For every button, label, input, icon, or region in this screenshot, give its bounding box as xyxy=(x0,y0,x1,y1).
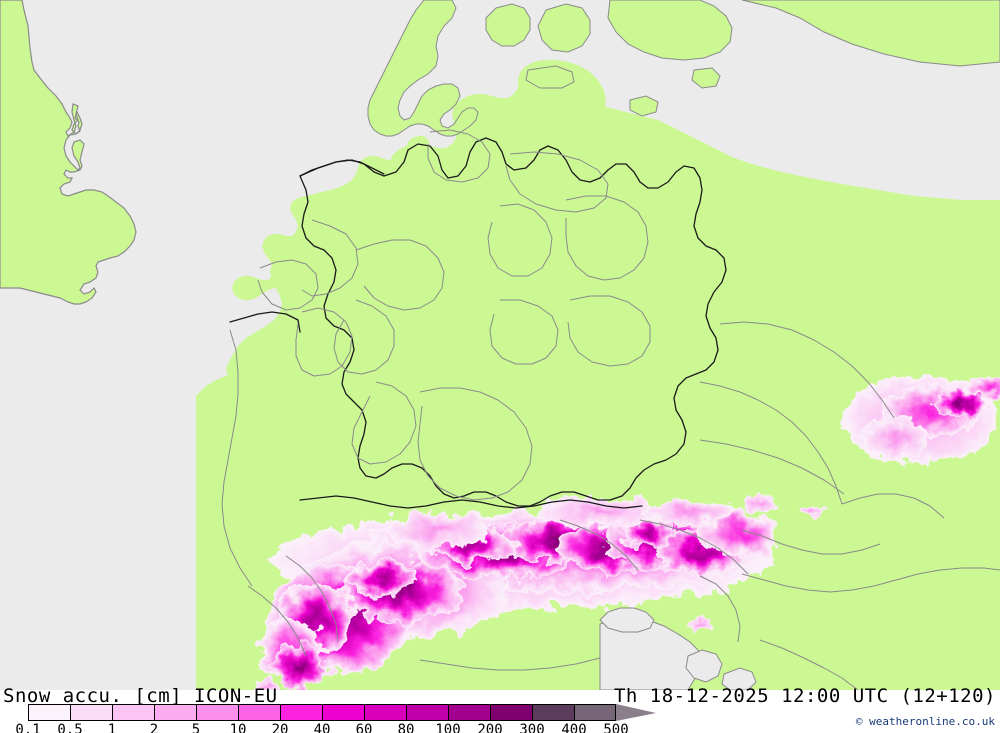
land-denmark-zealand xyxy=(537,3,591,53)
border-poland-czech xyxy=(699,381,843,505)
border-state-bw xyxy=(351,381,417,465)
border-austria-internal-1 xyxy=(639,519,749,575)
border-swiss-internal-2 xyxy=(247,585,307,657)
colorbar[interactable] xyxy=(28,704,616,721)
colorbar-segment-6[interactable] xyxy=(280,704,322,721)
map-svg xyxy=(0,0,1000,690)
colorbar-tick-1: 1 xyxy=(107,722,117,733)
colorbar-segment-12[interactable] xyxy=(532,704,574,721)
colorbar-segment-2[interactable] xyxy=(112,704,154,721)
colorbar-segment-8[interactable] xyxy=(364,704,406,721)
border-state-mecklenburg xyxy=(505,151,609,213)
colorbar-tick-labels: 0.1 0.5 1 2 5 10 20 40 60 80 100 200 300 400 500 xyxy=(0,722,1000,733)
border-france-east xyxy=(221,329,253,587)
land-sweden-east xyxy=(741,0,1000,67)
colorbar-tick-0.1: 0.1 xyxy=(15,722,41,733)
colorbar-segment-3[interactable] xyxy=(154,704,196,721)
colorbar-segment-1[interactable] xyxy=(70,704,112,721)
border-denmark-germany xyxy=(299,159,385,177)
border-czech-slovak xyxy=(841,493,945,519)
border-state-niedersachsen xyxy=(355,239,445,311)
land-south-sweden xyxy=(607,0,733,61)
national-borders xyxy=(229,137,727,509)
colorbar-tick-100: 100 xyxy=(435,722,461,733)
map-canvas[interactable] xyxy=(0,0,1000,690)
valid-timestamp: Th 18-12-2025 12:00 UTC (12+120) xyxy=(613,685,996,707)
border-state-sachsen xyxy=(567,295,651,367)
border-germany xyxy=(299,137,727,507)
border-state-rlp xyxy=(295,307,353,377)
border-swiss-internal-1 xyxy=(285,555,339,643)
colorbar-segment-9[interactable] xyxy=(406,704,448,721)
border-poland-internal-n xyxy=(719,321,895,419)
colorbar-segment-10[interactable] xyxy=(448,704,490,721)
border-austria-internal-2 xyxy=(559,519,639,571)
colorbar-tick-80: 80 xyxy=(397,722,415,733)
border-state-brandenburg xyxy=(565,195,649,281)
border-austria-hungary xyxy=(741,529,881,555)
border-state-sachsenanhalt xyxy=(487,203,553,277)
colorbar-tick-0.5: 0.5 xyxy=(57,722,83,733)
colorbar-tick-200: 200 xyxy=(477,722,503,733)
colorbar-tick-60: 60 xyxy=(355,722,373,733)
colorbar-tick-2: 2 xyxy=(149,722,159,733)
colorbar-segment-13[interactable] xyxy=(574,704,616,721)
colorbar-segment-7[interactable] xyxy=(322,704,364,721)
map-footer: Snow accu. [cm] ICON-EU Th 18-12-2025 12… xyxy=(0,685,1000,733)
border-italy-north xyxy=(419,657,601,671)
sea-istria-inlet xyxy=(685,649,723,683)
colorbar-tick-400: 400 xyxy=(561,722,587,733)
border-nl-internal xyxy=(257,259,319,311)
border-western-national xyxy=(229,311,301,333)
colorbar-tick-300: 300 xyxy=(519,722,545,733)
land-bornholm xyxy=(691,67,721,89)
colorbar-segment-4[interactable] xyxy=(196,704,238,721)
land-benelux-coast xyxy=(226,60,832,400)
land-denmark-jutland xyxy=(367,0,479,137)
colorbar-tick-5: 5 xyxy=(191,722,201,733)
border-state-sh xyxy=(427,129,491,183)
map-title: Snow accu. [cm] ICON-EU xyxy=(3,685,278,707)
border-state-nrw xyxy=(301,219,359,297)
copyright-label: © weatheronline.co.uk xyxy=(855,715,995,728)
colorbar-tick-10: 10 xyxy=(229,722,247,733)
land-great-britain xyxy=(0,0,137,305)
border-slovenia xyxy=(699,575,741,643)
sea-adriatic-north xyxy=(599,607,655,633)
colorbar-tick-500: 500 xyxy=(603,722,629,733)
land-denmark-fyn xyxy=(485,3,531,47)
land-ruegen xyxy=(629,95,659,117)
sea-adriatic-layer xyxy=(599,607,757,690)
border-state-thueringen xyxy=(489,299,559,365)
border-hungary-croatia xyxy=(741,567,1000,593)
border-croatia-bosnia xyxy=(759,639,859,690)
colorbar-tick-40: 40 xyxy=(313,722,331,733)
colorbar-segment-11[interactable] xyxy=(490,704,532,721)
regional-borders xyxy=(221,129,1000,690)
border-poland-internal-s xyxy=(699,439,845,495)
border-state-bayern xyxy=(417,387,533,501)
snow-field-alps xyxy=(258,496,780,690)
snow-field-scattered xyxy=(254,496,824,690)
colorbar-segment-5[interactable] xyxy=(238,704,280,721)
border-alpine-south xyxy=(299,495,643,509)
colorbar-overflow-arrow-icon xyxy=(616,704,656,721)
border-state-hessen xyxy=(333,299,395,375)
colorbar-tick-20: 20 xyxy=(271,722,289,733)
sea-coast-strip xyxy=(721,667,757,690)
colorbar-segment-0[interactable] xyxy=(28,704,70,721)
land-denmark-lolland xyxy=(525,65,575,89)
